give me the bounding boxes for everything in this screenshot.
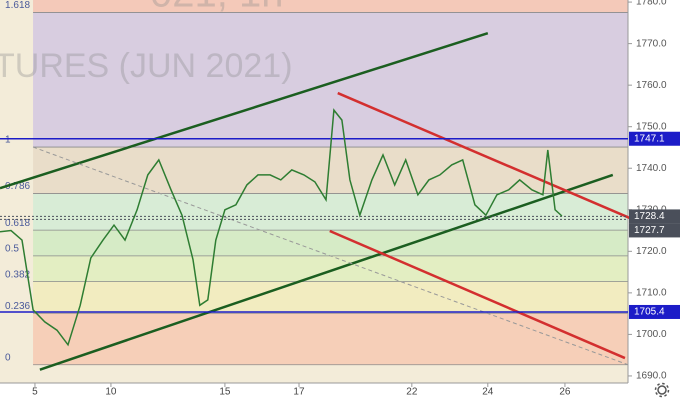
fib-band xyxy=(33,0,629,13)
price-label-box xyxy=(629,223,680,238)
settings-icon[interactable] xyxy=(654,382,670,398)
fib-level-label: 1.618 xyxy=(5,0,30,11)
x-tick-label: 26 xyxy=(559,387,571,398)
fib-level-label: 0.5 xyxy=(5,244,19,255)
fib-band xyxy=(33,230,629,256)
y-tick-label: 1760.0 xyxy=(636,80,667,91)
fib-level-label: 0.382 xyxy=(5,269,30,280)
price-label: 1747.1 xyxy=(634,133,665,144)
y-tick-label: 1740.0 xyxy=(636,163,667,174)
y-tick-label: 1780.0 xyxy=(636,0,667,8)
trendline xyxy=(0,32,489,190)
y-tick-label: 1750.0 xyxy=(636,121,667,132)
fib-band xyxy=(33,12,629,148)
price-label-box xyxy=(629,131,680,146)
trendline xyxy=(32,146,629,366)
fib-band xyxy=(33,255,629,282)
y-tick-label: 1710.0 xyxy=(636,287,667,298)
y-tick-label: 1770.0 xyxy=(636,38,667,49)
fib-level-label: 1 xyxy=(5,135,11,146)
fib-level-label: 0 xyxy=(5,352,11,363)
watermark: 021, 1h xyxy=(150,0,283,16)
x-tick-label: 10 xyxy=(105,387,117,398)
trendline xyxy=(39,173,614,371)
y-tick-label: 1690.0 xyxy=(636,371,667,382)
y-tick-label: 1720.0 xyxy=(636,246,667,257)
trendline xyxy=(329,229,626,360)
x-tick-label: 17 xyxy=(293,387,305,398)
price-label-box xyxy=(629,304,680,319)
fib-level-label: 0.236 xyxy=(5,301,30,312)
price-label: 1728.4 xyxy=(634,211,665,222)
fib-level-label: 0.786 xyxy=(5,181,30,192)
y-tick-label: 1700.0 xyxy=(636,329,667,340)
x-tick-label: 15 xyxy=(219,387,231,398)
price-series xyxy=(0,108,563,347)
price-label: 1705.4 xyxy=(634,307,665,318)
x-tick-label: 22 xyxy=(406,387,418,398)
fib-band xyxy=(33,281,629,314)
x-tick-label: 24 xyxy=(482,387,494,398)
trendline xyxy=(337,91,631,220)
watermark: TURES (JUN 2021) xyxy=(0,47,293,85)
price-label: 1727.7 xyxy=(634,225,665,236)
price-label-box xyxy=(629,209,680,224)
x-tick-label: 5 xyxy=(32,387,38,398)
fib-level-label: 0.618 xyxy=(5,218,30,229)
